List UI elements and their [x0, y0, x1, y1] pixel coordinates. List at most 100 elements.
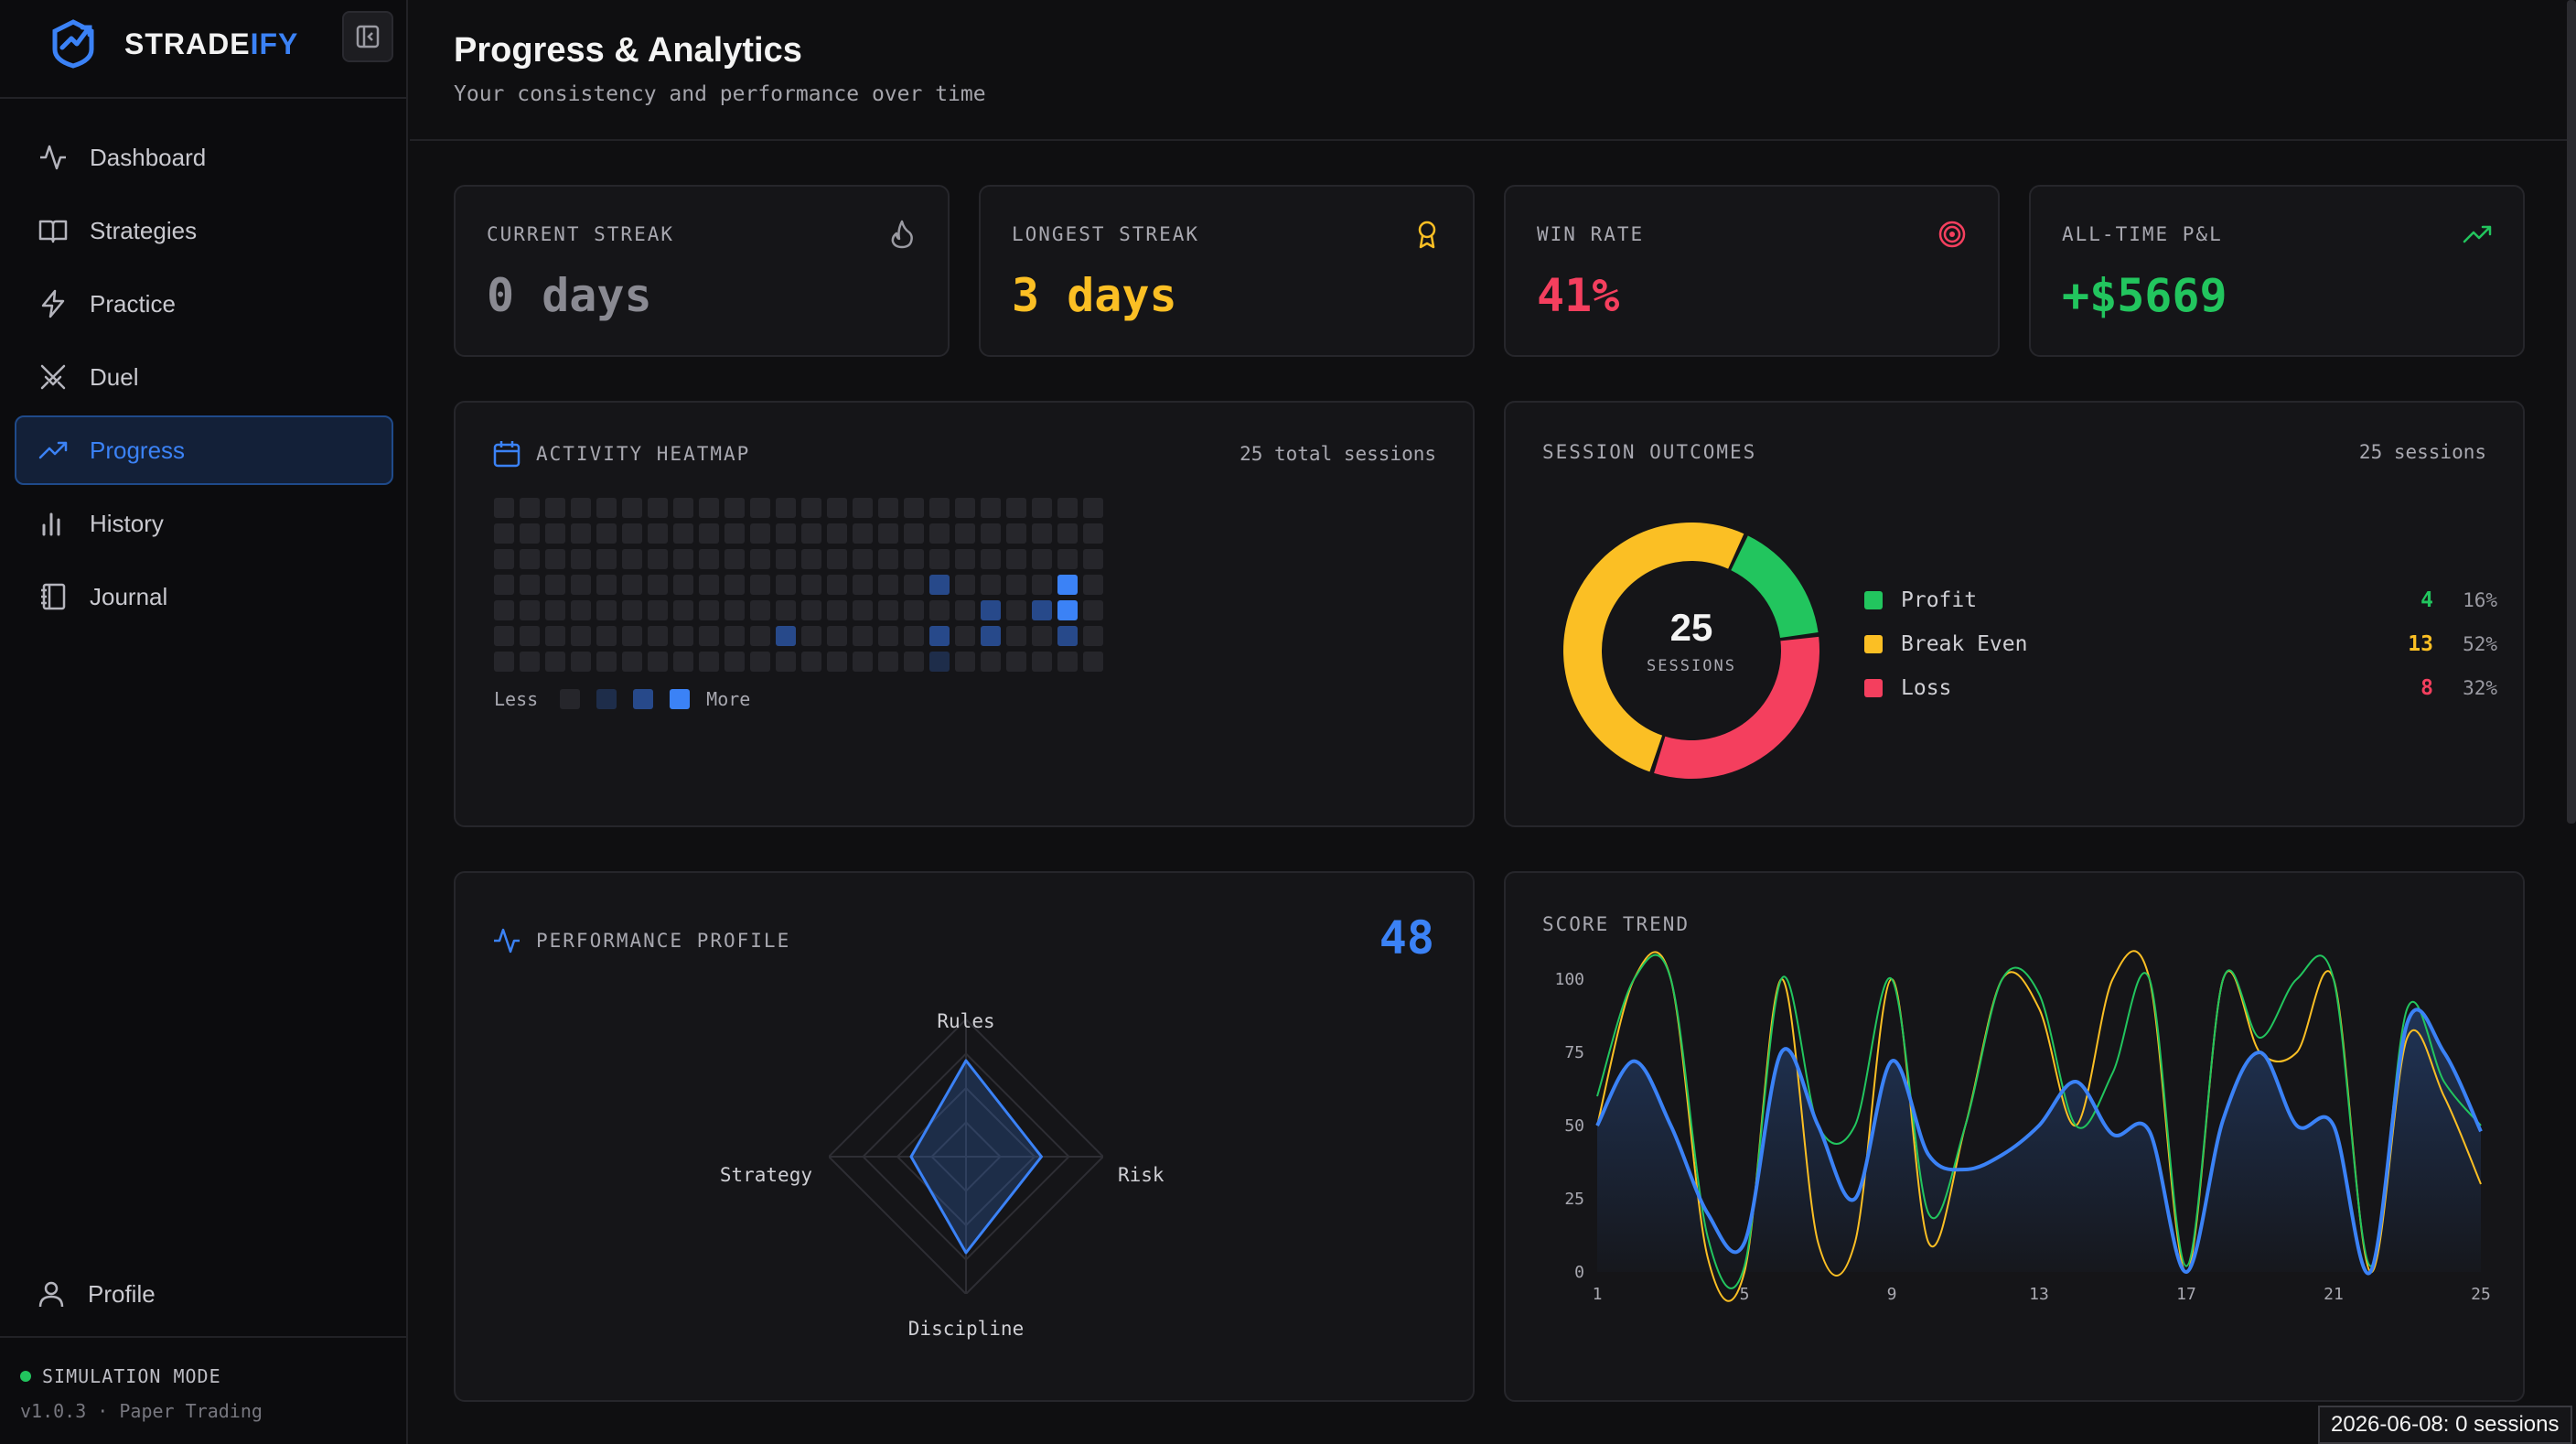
- heatmap-cell[interactable]: [545, 575, 565, 595]
- sidebar-item-journal[interactable]: Journal: [15, 562, 393, 631]
- heatmap-cell[interactable]: [494, 549, 514, 569]
- heatmap-cell[interactable]: [571, 652, 591, 672]
- heatmap-cell[interactable]: [1032, 523, 1052, 544]
- heatmap-cell[interactable]: [981, 575, 1001, 595]
- heatmap-cell[interactable]: [1057, 626, 1078, 646]
- heatmap-cell[interactable]: [673, 575, 693, 595]
- heatmap-cell[interactable]: [827, 652, 847, 672]
- sidebar-item-practice[interactable]: Practice: [15, 269, 393, 339]
- heatmap-cell[interactable]: [596, 575, 617, 595]
- heatmap-cell[interactable]: [494, 575, 514, 595]
- heatmap-cell[interactable]: [596, 600, 617, 620]
- heatmap-cell[interactable]: [622, 523, 642, 544]
- heatmap-cell[interactable]: [673, 523, 693, 544]
- heatmap-cell[interactable]: [622, 600, 642, 620]
- heatmap-cell[interactable]: [955, 600, 975, 620]
- heatmap-cell[interactable]: [520, 523, 540, 544]
- heatmap-cell[interactable]: [827, 549, 847, 569]
- heatmap-cell[interactable]: [1057, 498, 1078, 518]
- heatmap-cell[interactable]: [520, 549, 540, 569]
- heatmap-cell[interactable]: [596, 498, 617, 518]
- heatmap-cell[interactable]: [929, 600, 950, 620]
- heatmap-cell[interactable]: [571, 523, 591, 544]
- heatmap-cell[interactable]: [878, 549, 898, 569]
- heatmap-cell[interactable]: [801, 600, 821, 620]
- heatmap-cell[interactable]: [776, 575, 796, 595]
- heatmap-cell[interactable]: [878, 523, 898, 544]
- heatmap-cell[interactable]: [724, 652, 745, 672]
- heatmap-cell[interactable]: [724, 600, 745, 620]
- heatmap-cell[interactable]: [648, 498, 668, 518]
- donut-slice-profit[interactable]: [1731, 535, 1819, 639]
- heatmap-cell[interactable]: [545, 549, 565, 569]
- heatmap-cell[interactable]: [929, 498, 950, 518]
- heatmap-cell[interactable]: [750, 626, 770, 646]
- heatmap-cell[interactable]: [622, 549, 642, 569]
- heatmap-cell[interactable]: [827, 575, 847, 595]
- heatmap-cell[interactable]: [494, 498, 514, 518]
- heatmap-cell[interactable]: [545, 626, 565, 646]
- heatmap-cell[interactable]: [648, 523, 668, 544]
- heatmap-cell[interactable]: [904, 626, 924, 646]
- heatmap-cell[interactable]: [545, 600, 565, 620]
- heatmap-cell[interactable]: [853, 549, 873, 569]
- heatmap-cell[interactable]: [571, 626, 591, 646]
- heatmap-cell[interactable]: [1083, 549, 1103, 569]
- heatmap-cell[interactable]: [596, 549, 617, 569]
- heatmap-cell[interactable]: [1006, 652, 1026, 672]
- heatmap-cell[interactable]: [622, 626, 642, 646]
- heatmap-cell[interactable]: [981, 549, 1001, 569]
- heatmap-cell[interactable]: [1057, 549, 1078, 569]
- heatmap-cell[interactable]: [929, 652, 950, 672]
- heatmap-cell[interactable]: [801, 575, 821, 595]
- heatmap-cell[interactable]: [904, 549, 924, 569]
- heatmap-cell[interactable]: [955, 652, 975, 672]
- heatmap-cell[interactable]: [750, 498, 770, 518]
- heatmap-cell[interactable]: [776, 498, 796, 518]
- heatmap-cell[interactable]: [878, 600, 898, 620]
- heatmap-cell[interactable]: [648, 549, 668, 569]
- heatmap-cell[interactable]: [1006, 600, 1026, 620]
- sidebar-item-history[interactable]: History: [15, 489, 393, 558]
- heatmap-cell[interactable]: [1057, 575, 1078, 595]
- sidebar-item-progress[interactable]: Progress: [15, 415, 393, 485]
- heatmap-cell[interactable]: [520, 652, 540, 672]
- heatmap-cell[interactable]: [494, 626, 514, 646]
- heatmap-cell[interactable]: [724, 575, 745, 595]
- heatmap-cell[interactable]: [1083, 498, 1103, 518]
- heatmap-cell[interactable]: [724, 626, 745, 646]
- heatmap-cell[interactable]: [1083, 652, 1103, 672]
- heatmap-cell[interactable]: [622, 652, 642, 672]
- heatmap-cell[interactable]: [494, 600, 514, 620]
- heatmap-cell[interactable]: [750, 549, 770, 569]
- heatmap-cell[interactable]: [545, 652, 565, 672]
- heatmap-cell[interactable]: [1006, 626, 1026, 646]
- heatmap-cell[interactable]: [955, 549, 975, 569]
- heatmap-cell[interactable]: [1032, 498, 1052, 518]
- heatmap-cell[interactable]: [1032, 626, 1052, 646]
- heatmap-cell[interactable]: [827, 626, 847, 646]
- heatmap-cell[interactable]: [929, 626, 950, 646]
- heatmap-cell[interactable]: [622, 575, 642, 595]
- heatmap-cell[interactable]: [853, 575, 873, 595]
- heatmap-cell[interactable]: [1032, 600, 1052, 620]
- donut-slice-loss[interactable]: [1654, 636, 1819, 779]
- heatmap-cell[interactable]: [878, 498, 898, 518]
- heatmap-cell[interactable]: [724, 549, 745, 569]
- heatmap-cell[interactable]: [776, 600, 796, 620]
- heatmap-cell[interactable]: [724, 498, 745, 518]
- heatmap-cell[interactable]: [750, 600, 770, 620]
- heatmap-cell[interactable]: [545, 523, 565, 544]
- heatmap-cell[interactable]: [878, 575, 898, 595]
- heatmap-cell[interactable]: [699, 523, 719, 544]
- heatmap-cell[interactable]: [622, 498, 642, 518]
- heatmap-cell[interactable]: [853, 626, 873, 646]
- heatmap-cell[interactable]: [1006, 575, 1026, 595]
- heatmap-cell[interactable]: [1083, 575, 1103, 595]
- heatmap-cell[interactable]: [571, 600, 591, 620]
- heatmap-cell[interactable]: [520, 575, 540, 595]
- heatmap-cell[interactable]: [801, 549, 821, 569]
- heatmap-cell[interactable]: [571, 549, 591, 569]
- heatmap-cell[interactable]: [801, 652, 821, 672]
- heatmap-cell[interactable]: [1083, 600, 1103, 620]
